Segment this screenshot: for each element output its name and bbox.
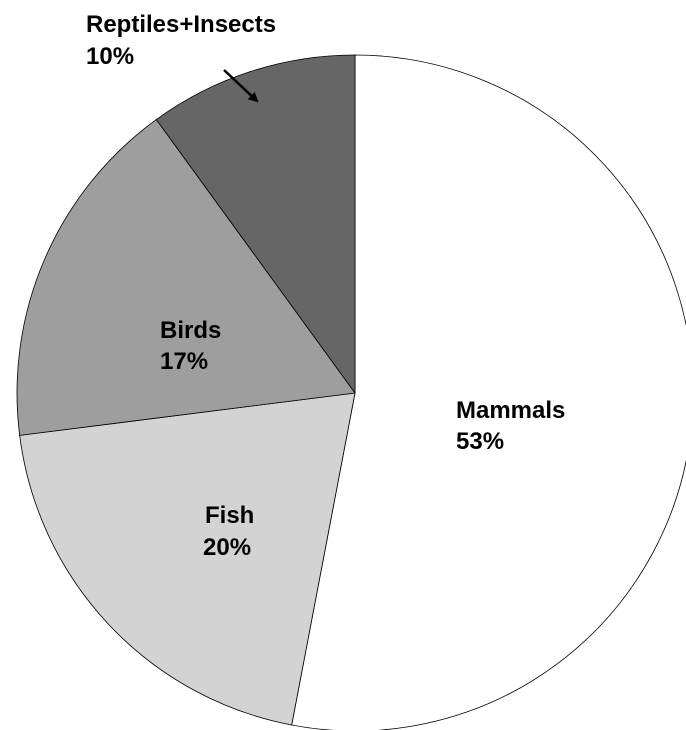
pie-slice-mammals — [291, 54, 686, 730]
slice-label-birds-name: Birds — [160, 317, 221, 344]
pie-slices — [16, 54, 686, 730]
label-reptiles-insects: Reptiles+Insects 10% — [86, 11, 276, 103]
slice-label-reptiles-insects-value: 10% — [86, 43, 134, 70]
slice-label-mammals-value: 53% — [456, 428, 504, 455]
pie-slice-birds — [16, 118, 356, 436]
pie-slice-reptiles-insects — [155, 54, 356, 395]
label-fish: Fish 20% — [203, 502, 254, 561]
slice-label-birds-value: 17% — [160, 348, 208, 375]
slice-label-fish-value: 20% — [203, 534, 251, 561]
label-mammals: Mammals 53% — [456, 397, 565, 455]
pie-slice-fish — [19, 392, 356, 726]
slice-label-fish-name: Fish — [205, 502, 254, 529]
callout-arrow — [223, 69, 259, 103]
label-birds: Birds 17% — [160, 317, 221, 375]
slice-label-reptiles-insects-name: Reptiles+Insects — [86, 11, 276, 38]
slice-label-mammals-name: Mammals — [456, 397, 565, 424]
